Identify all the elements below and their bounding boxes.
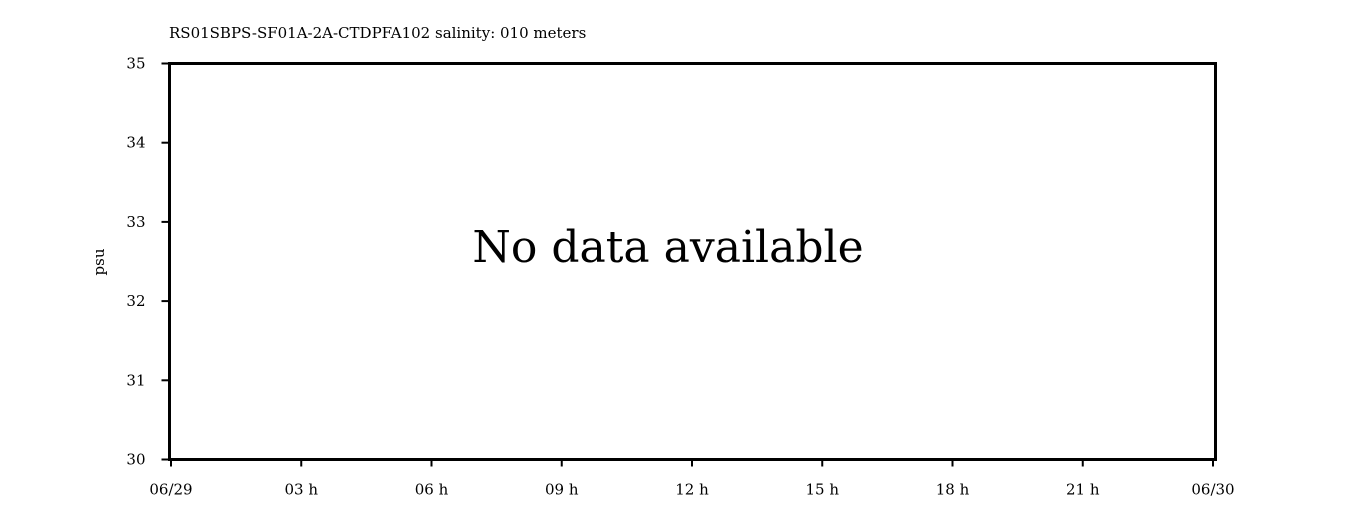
- x-tick-label: 06/29: [149, 481, 192, 499]
- x-tick-label: 12 h: [675, 481, 709, 499]
- x-axis-ticks: 06/29 03 h 06 h 09 h 12 h 15 h 18 h 21 h 06/30: [149, 459, 1235, 499]
- x-tick-label: 03 h: [284, 481, 318, 499]
- y-axis-ticks: 30 31 32 33 34 35: [126, 55, 170, 469]
- y-tick-label: 33: [126, 213, 145, 231]
- no-data-annotation: No data available: [472, 222, 863, 273]
- x-tick-label: 15 h: [805, 481, 839, 499]
- y-tick-label: 35: [126, 55, 145, 73]
- y-tick-label: 34: [126, 134, 145, 152]
- x-tick-label: 09 h: [545, 481, 579, 499]
- plot-frame: [168, 62, 1217, 461]
- x-tick-label: 21 h: [1066, 481, 1100, 499]
- x-tick-label: 06/30: [1191, 481, 1234, 499]
- chart-title: RS01SBPS-SF01A-2A-CTDPFA102 salinity: 01…: [169, 24, 586, 42]
- x-tick-label: 18 h: [936, 481, 970, 499]
- y-tick-label: 32: [126, 292, 145, 310]
- y-tick-label: 31: [126, 371, 145, 389]
- x-tick-label: 06 h: [415, 481, 449, 499]
- y-tick-label: 30: [126, 451, 145, 469]
- y-axis-label: psu: [90, 248, 108, 275]
